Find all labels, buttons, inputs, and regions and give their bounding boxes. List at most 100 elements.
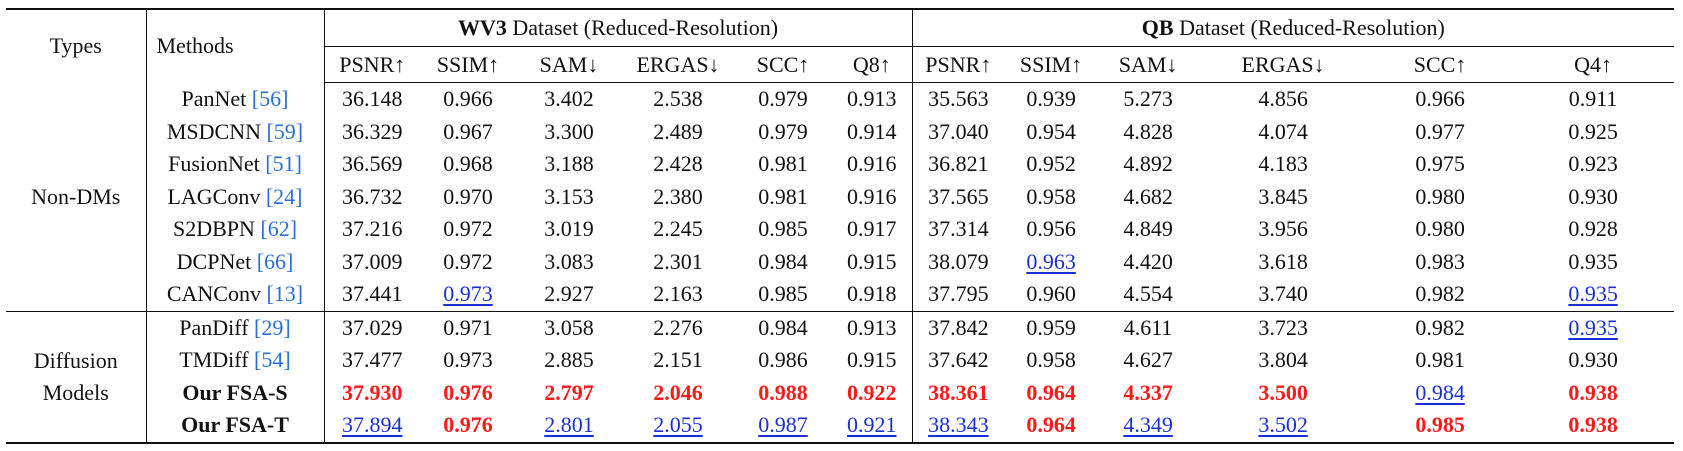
metric-value: 4.682 [1123,183,1173,209]
value-cell: 2.151 [622,344,734,377]
header-methods: Methods [146,8,325,83]
value-cell: 0.935 [1512,246,1674,279]
value-cell: 0.911 [1512,83,1674,116]
citation-link[interactable]: [29] [254,314,291,340]
metric-value: 2.245 [653,216,703,242]
value-cell: 0.916 [832,180,913,213]
metric-header: SAM↓ [516,46,622,83]
value-cell: 37.842 [912,310,1005,344]
metric-value: 37.842 [928,314,989,340]
metric-value: 3.723 [1258,314,1308,340]
method-cell: S2DBPN [62] [146,213,325,246]
value-cell: 5.273 [1098,83,1198,116]
citation-link[interactable]: [66] [256,248,294,274]
value-cell: 0.981 [734,148,832,181]
method-cell: TMDiff [54] [146,344,325,377]
value-cell: 37.314 [912,213,1004,246]
value-cell: 0.985 [734,213,832,246]
value-cell: 3.740 [1198,278,1368,311]
value-cell: 0.984 [734,310,832,344]
metric-value: 0.984 [1415,379,1465,405]
header-qb-rest: Dataset (Reduced-Resolution) [1173,15,1445,40]
metric-value: 4.849 [1123,216,1173,242]
metric-value: 2.927 [544,281,594,307]
metric-value: 0.925 [1568,118,1618,144]
metric-value: 0.973 [443,281,493,307]
method-cell: PanNet [56] [146,82,325,116]
value-cell: 36.821 [912,148,1004,181]
citation-link[interactable]: [59] [266,118,304,144]
metric-value: 0.954 [1026,118,1076,144]
metric-value: 37.565 [928,183,989,209]
metric-value: 0.976 [443,379,493,405]
value-cell: 0.930 [1512,181,1674,214]
table-body: Non-DMs PanNet [56] 36.148 0.966 3.402 2.538 0… [6,82,1675,444]
value-cell: 0.980 [1368,181,1512,214]
metric-value: 0.972 [443,216,493,242]
value-cell: 0.925 [1512,116,1674,149]
metric-value: 37.930 [342,379,403,405]
metric-value: 0.985 [1415,412,1465,438]
citation-link[interactable]: [13] [266,281,304,307]
metric-value: 0.982 [1415,281,1465,307]
metric-value: 0.914 [847,118,897,144]
citation-link[interactable]: [54] [254,347,291,373]
method-cell: Our FSA-S [146,376,325,409]
value-cell: 4.828 [1098,116,1198,149]
value-cell: 2.055 [622,409,734,444]
method-name: PanNet [181,86,247,111]
metric-value: 3.300 [544,118,594,144]
method-name: PanDiff [179,314,249,340]
value-cell: 4.627 [1098,344,1198,377]
metric-value: 0.967 [443,118,493,144]
metric-value: 3.083 [544,248,594,274]
metric-value: 38.343 [928,412,989,438]
value-cell: 0.985 [734,278,832,311]
method-name: TMDiff [179,347,249,373]
metric-value: 0.915 [847,248,897,274]
metric-value: 0.952 [1026,151,1076,177]
value-cell: 0.977 [1368,116,1512,149]
citation-link[interactable]: [62] [260,216,298,242]
metric-value: 0.979 [758,86,808,112]
value-cell: 0.923 [1512,148,1674,181]
value-cell: 0.973 [420,344,516,377]
metric-value: 2.489 [653,118,703,144]
value-cell: 36.148 [324,83,420,116]
value-cell: 3.502 [1198,409,1369,444]
metric-value: 0.935 [1568,248,1618,274]
value-cell: 4.349 [1098,409,1199,444]
metric-value: 0.964 [1026,412,1076,438]
metric-value: 4.892 [1123,151,1173,177]
value-cell: 3.618 [1198,246,1368,279]
value-cell: 37.795 [912,278,1004,311]
value-cell: 37.216 [324,213,420,246]
value-cell: 0.956 [1004,213,1098,246]
header-qb-dataset: QB Dataset (Reduced-Resolution) [912,8,1675,47]
metric-value: 2.380 [653,183,703,209]
value-cell: 0.987 [734,409,832,444]
citation-link[interactable]: [51] [265,151,302,177]
metric-header: Q4↑ [1512,46,1675,83]
value-cell: 0.979 [734,116,832,149]
metric-value: 0.968 [443,151,493,177]
citation-link[interactable]: [24] [265,183,303,209]
value-cell: 37.029 [324,310,420,344]
metric-value: 4.349 [1123,412,1173,438]
metric-value: 37.441 [342,281,403,307]
value-cell: 3.804 [1198,344,1368,377]
metric-value: 0.985 [758,216,808,242]
value-cell: 0.967 [420,116,516,149]
metric-header: SSIM↑ [420,46,516,83]
metric-value: 4.420 [1123,248,1173,274]
metric-value: 0.913 [847,314,897,340]
metric-value: 2.163 [653,281,703,307]
citation-link[interactable]: [56] [251,86,289,111]
metric-value: 38.361 [928,379,989,405]
value-cell: 0.922 [832,376,913,409]
metric-value: 2.801 [544,412,594,438]
metric-value: 4.337 [1123,379,1173,405]
value-cell: 3.845 [1198,181,1368,214]
value-cell: 0.985 [1368,409,1513,444]
metric-value: 0.963 [1026,248,1076,274]
